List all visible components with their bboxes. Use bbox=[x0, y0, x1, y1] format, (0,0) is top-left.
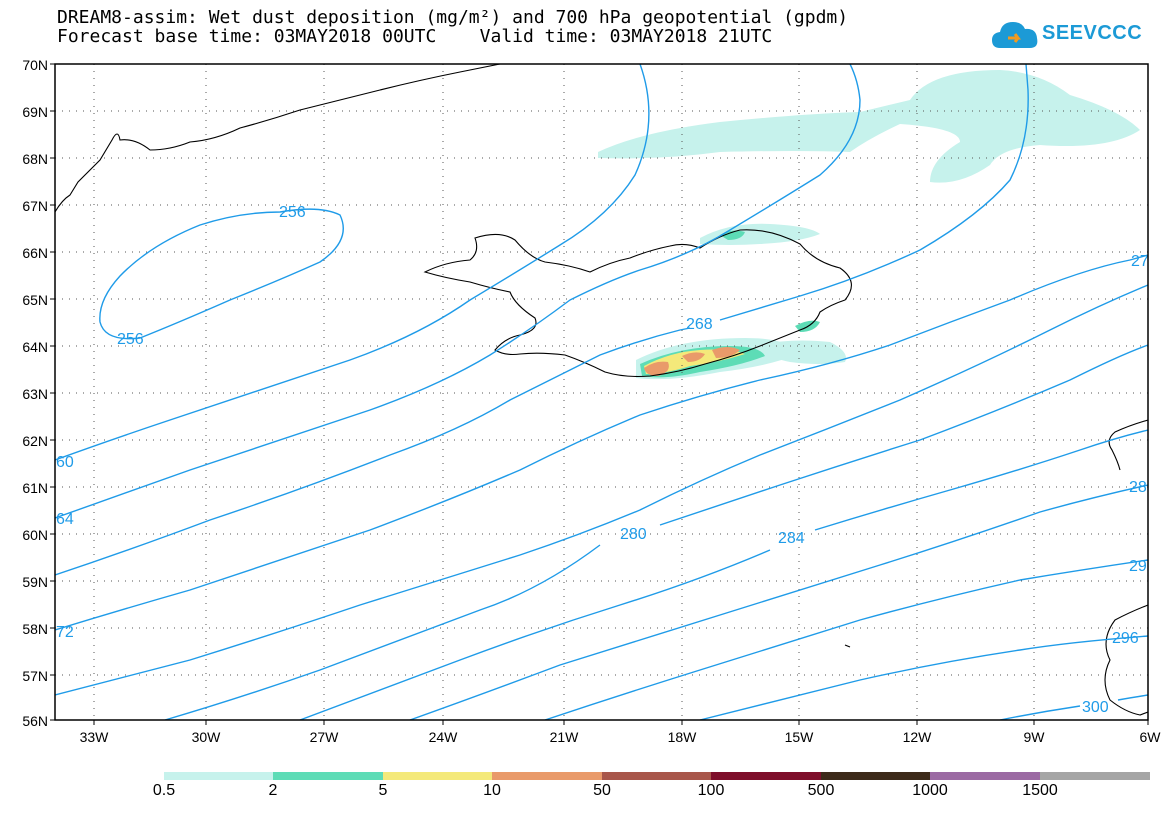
contour-label: 296 bbox=[1112, 630, 1139, 647]
contour-label: 29 bbox=[1129, 558, 1147, 575]
legend-label: 0.5 bbox=[152, 782, 176, 799]
legend-swatch bbox=[1040, 772, 1150, 780]
lat-tick-label: 57N bbox=[22, 668, 48, 684]
contour-296 bbox=[699, 635, 1148, 720]
lon-tick-label: 24W bbox=[429, 729, 459, 745]
map-frame bbox=[54, 63, 1149, 721]
lat-tick-label: 65N bbox=[22, 292, 48, 308]
dust-area-orange-east bbox=[712, 347, 740, 358]
legend-label: 50 bbox=[593, 782, 611, 799]
legend-label: 10 bbox=[483, 782, 501, 799]
contour-label: 256 bbox=[117, 331, 144, 348]
legend-label: 100 bbox=[697, 782, 725, 799]
contour-280 bbox=[164, 344, 1148, 720]
contour-label: 28 bbox=[1129, 479, 1147, 496]
legend-swatch bbox=[383, 772, 492, 780]
logo-text: SEEVCCC bbox=[1042, 22, 1143, 44]
legend-swatch bbox=[602, 772, 711, 780]
longitude-tick-marks bbox=[93, 720, 1149, 725]
geopotential-contours bbox=[55, 64, 1148, 720]
lon-tick-label: 21W bbox=[550, 729, 580, 745]
norway-coast bbox=[1108, 419, 1148, 471]
legend-swatch bbox=[164, 772, 273, 780]
contour-label: 27 bbox=[1131, 253, 1149, 270]
latitude-tick-marks bbox=[50, 63, 55, 721]
lon-tick-label: 30W bbox=[192, 729, 222, 745]
cloud-icon bbox=[992, 22, 1038, 48]
lat-tick-label: 69N bbox=[22, 104, 48, 120]
lat-tick-label: 56N bbox=[22, 713, 48, 729]
lon-tick-label: 12W bbox=[903, 729, 933, 745]
contour-labels: 256 256 268 280 284 60 64 72 27 28 29 29… bbox=[56, 204, 1149, 716]
contour-284 bbox=[299, 429, 1148, 720]
contour-264 bbox=[55, 64, 861, 519]
grid bbox=[55, 64, 1148, 720]
lon-tick-label: 15W bbox=[785, 729, 815, 745]
legend-swatch bbox=[930, 772, 1040, 780]
lon-tick-label: 9W bbox=[1024, 729, 1046, 745]
contour-label: 280 bbox=[620, 526, 647, 543]
legend-swatch bbox=[711, 772, 821, 780]
legend-label: 2 bbox=[268, 782, 278, 799]
lon-tick-label: 33W bbox=[80, 729, 110, 745]
lat-tick-label: 66N bbox=[22, 245, 48, 261]
legend-label: 500 bbox=[807, 782, 835, 799]
seevccc-logo: SEEVCCC bbox=[990, 16, 1143, 54]
lat-tick-label: 70N bbox=[22, 57, 48, 73]
scotland-coast bbox=[1104, 604, 1148, 716]
lat-tick-label: 63N bbox=[22, 386, 48, 402]
contour-label: 284 bbox=[778, 530, 805, 547]
contour-292 bbox=[544, 559, 1148, 720]
lat-tick-label: 58N bbox=[22, 621, 48, 637]
contour-label: 268 bbox=[686, 316, 713, 333]
dust-area-north bbox=[598, 70, 1140, 183]
lat-tick-label: 60N bbox=[22, 527, 48, 543]
iceland-coast bbox=[423, 229, 852, 378]
lon-tick-label: 27W bbox=[310, 729, 340, 745]
contour-260 bbox=[55, 64, 650, 461]
lat-tick-label: 67N bbox=[22, 198, 48, 214]
legend-label: 1500 bbox=[1022, 782, 1058, 799]
lat-tick-label: 62N bbox=[22, 433, 48, 449]
longitude-axis: 33W 30W 27W 24W 21W 18W 15W 12W 9W 6W bbox=[80, 729, 1162, 745]
contour-256-closed bbox=[99, 208, 344, 340]
lat-tick-label: 59N bbox=[22, 574, 48, 590]
dust-deposition-field bbox=[598, 70, 1140, 380]
map-subtitle: Forecast base time: 03MAY2018 00UTC Vali… bbox=[57, 26, 773, 47]
contour-288 bbox=[409, 484, 1148, 720]
map-title: DREAM8-assim: Wet dust deposition (mg/m²… bbox=[57, 7, 849, 28]
legend-label: 5 bbox=[378, 782, 388, 799]
legend-swatch bbox=[492, 772, 602, 780]
lat-tick-label: 64N bbox=[22, 339, 48, 355]
dust-area-orange-west bbox=[644, 361, 669, 376]
legend-swatch bbox=[273, 772, 383, 780]
dust-area-orange-mid bbox=[682, 352, 705, 362]
faroe-islands bbox=[844, 644, 851, 648]
contour-268 bbox=[55, 64, 1029, 576]
contour-label: 300 bbox=[1082, 699, 1109, 716]
latitude-axis: 70N 69N 68N 67N 66N 65N 64N 63N 62N 61N … bbox=[22, 57, 48, 729]
contour-276 bbox=[55, 284, 1148, 696]
lat-tick-label: 68N bbox=[22, 151, 48, 167]
contour-label: 60 bbox=[56, 454, 74, 471]
contour-300 bbox=[999, 694, 1148, 720]
contour-272 bbox=[55, 254, 1148, 631]
lon-tick-label: 18W bbox=[668, 729, 698, 745]
contour-label: 64 bbox=[56, 511, 74, 528]
contour-label: 72 bbox=[56, 624, 74, 641]
contour-label: 256 bbox=[279, 204, 306, 221]
legend-swatch bbox=[821, 772, 930, 780]
lon-tick-label: 6W bbox=[1140, 729, 1162, 745]
greenland-coast bbox=[55, 64, 501, 213]
legend-label: 1000 bbox=[912, 782, 948, 799]
dust-area-northeast bbox=[700, 223, 820, 245]
lat-tick-label: 61N bbox=[22, 480, 48, 496]
